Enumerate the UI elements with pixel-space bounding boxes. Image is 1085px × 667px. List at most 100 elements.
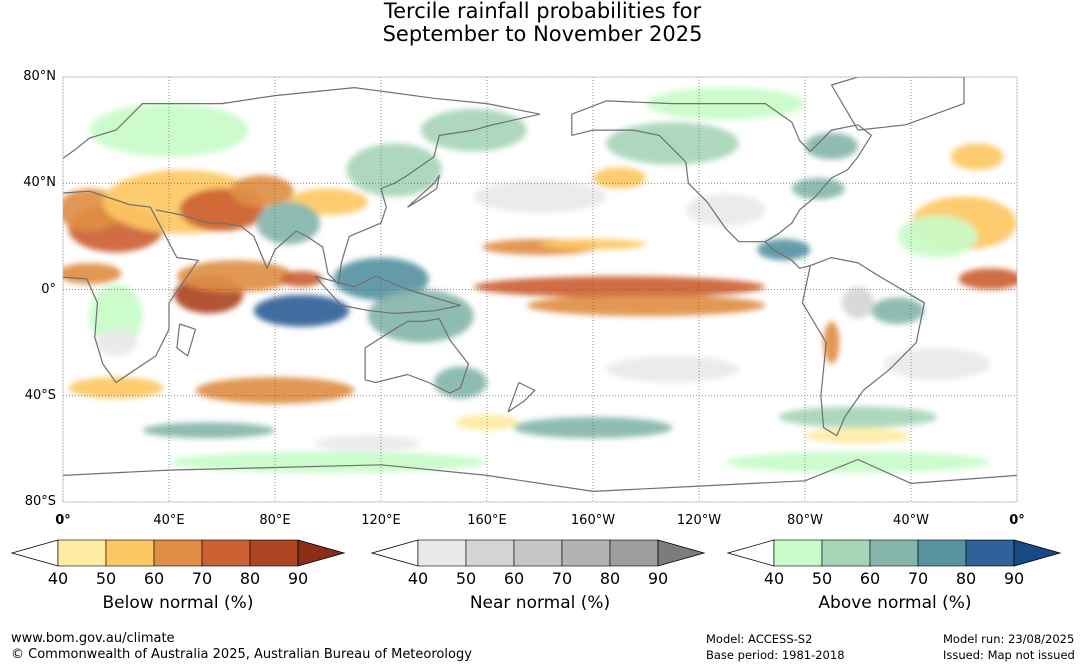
map-frame	[62, 76, 1018, 503]
region-above-36	[513, 417, 673, 439]
region-below-11	[195, 377, 355, 404]
colorbar-tick-label: 90	[1004, 569, 1024, 588]
colorbar-tick-label: 70	[908, 569, 928, 588]
colorbar-tick-label: 50	[96, 569, 116, 588]
colorbar-title-near: Near normal (%)	[469, 593, 611, 613]
lon-label: 120°W	[676, 513, 722, 528]
colorbar-tick-label: 40	[48, 569, 68, 588]
lat-label: 80°S	[24, 494, 56, 509]
colorbar-segment	[249, 539, 299, 567]
region-above-30	[606, 122, 739, 165]
region-near-48	[606, 355, 739, 383]
colorbar-tick-label: 40	[764, 569, 784, 588]
coast-africa	[63, 190, 199, 384]
colorbar-max-arrow	[657, 539, 706, 567]
colorbar-segment	[609, 539, 659, 567]
region-below-17	[958, 268, 1017, 290]
lon-label: 80°W	[787, 513, 823, 528]
colorbar-tick-label: 90	[288, 569, 308, 588]
coast-madagascar	[176, 323, 197, 357]
title-line-1: Tercile rainfall probabilities for	[383, 0, 702, 23]
region-above-32	[791, 177, 845, 200]
lon-label: 40°E	[153, 513, 185, 528]
lon-label: 120°E	[361, 513, 401, 528]
region-below-10	[68, 377, 164, 399]
colorbar-tick-label: 50	[812, 569, 832, 588]
region-below-15	[540, 239, 646, 250]
colorbar-segment	[417, 539, 467, 567]
colorbar-tick-label: 40	[408, 569, 428, 588]
region-below-20	[593, 167, 646, 189]
region-near-50	[314, 435, 421, 452]
region-below-13	[473, 276, 766, 298]
lat-label: 40°S	[24, 387, 56, 403]
region-below-9	[63, 262, 122, 285]
colorbar-tick-label: 50	[456, 569, 476, 588]
footer-model-run: Model run: 23/08/2025	[943, 632, 1075, 646]
coast-japan	[407, 174, 440, 208]
footer-base-period: Base period: 1981-2018	[706, 648, 845, 662]
region-above-41	[725, 451, 991, 473]
region-above-31	[757, 239, 811, 261]
coast-greenland	[830, 77, 965, 131]
region-below-16	[823, 321, 840, 364]
coast-europe-asia	[63, 87, 541, 159]
lat-label: 40°N	[23, 175, 56, 191]
lon-label: 0°	[1009, 513, 1025, 528]
colorbar-above-normal: 40 50 60 70 80 90	[726, 539, 1062, 588]
colorbar-segment	[153, 539, 203, 567]
colorbar-segment	[105, 539, 155, 567]
region-near-49	[94, 329, 138, 356]
title-line-2: September to November 2025	[382, 22, 703, 46]
colorbar-tick-label: 60	[860, 569, 880, 588]
region-above-33	[805, 132, 858, 160]
colorbar-min-arrow	[10, 539, 59, 567]
coast-n-america	[571, 100, 872, 243]
region-above-35	[142, 422, 275, 439]
coast-south-asia	[155, 113, 541, 285]
region-below-4	[229, 175, 294, 208]
colorbar-segment	[57, 539, 107, 567]
lon-label: 160°W	[570, 513, 616, 528]
region-above-26	[434, 366, 487, 399]
colorbar-tick-label: 80	[240, 569, 260, 588]
coast-central-america	[764, 241, 811, 269]
colorbar-segment	[201, 539, 251, 567]
colorbar-max-arrow	[1013, 539, 1062, 567]
colorbar-near-normal: 40 50 60 70 80 90	[370, 539, 706, 588]
region-above-43	[897, 215, 978, 258]
lon-label: 160°E	[467, 513, 507, 528]
footer-model: Model: ACCESS-S2	[706, 632, 813, 646]
region-near-47	[842, 286, 874, 319]
coast-australia	[364, 318, 469, 394]
region-above-27	[256, 201, 321, 245]
colorbar-tick-label: 60	[504, 569, 524, 588]
colorbar-title-above: Above normal (%)	[818, 593, 972, 613]
colorbar-segment	[513, 539, 563, 567]
region-above-25	[367, 289, 474, 343]
colorbar-segment	[821, 539, 871, 567]
colorbar-tick-label: 80	[600, 569, 620, 588]
region-below-7	[176, 260, 294, 293]
region-below-19	[950, 143, 1004, 170]
colorbar-tick-label: 90	[648, 569, 668, 588]
region-near-46	[884, 347, 991, 380]
footer-website[interactable]: www.bom.gov.au/climate	[11, 631, 175, 646]
region-below-14	[526, 294, 766, 317]
lat-label: 0°	[41, 281, 56, 297]
colorbar-min-arrow	[370, 539, 419, 567]
region-near-44	[473, 180, 607, 213]
region-above-40	[169, 451, 487, 473]
colorbar-segment	[561, 539, 611, 567]
colorbar-segment	[773, 539, 823, 567]
colorbar-segment	[869, 539, 919, 567]
coast-indonesia	[314, 275, 462, 314]
colorbar-tick-label: 60	[144, 569, 164, 588]
footer-issued: Issued: Map not issued	[943, 648, 1075, 662]
footer-copyright: © Commonwealth of Australia 2025, Austra…	[11, 647, 472, 662]
lat-label: 80°N	[23, 69, 56, 84]
region-above-38	[89, 103, 249, 157]
colorbar-below-normal: 40 50 60 70 80 90	[10, 539, 346, 588]
region-above-37	[778, 406, 938, 428]
lon-label: 80°E	[259, 513, 291, 528]
